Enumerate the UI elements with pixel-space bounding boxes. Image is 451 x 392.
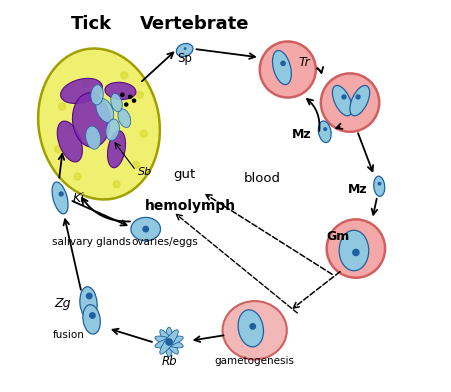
Circle shape	[121, 93, 124, 96]
Circle shape	[143, 226, 148, 232]
Ellipse shape	[80, 287, 97, 319]
Circle shape	[324, 128, 327, 131]
Ellipse shape	[52, 182, 68, 214]
Ellipse shape	[83, 305, 100, 334]
Ellipse shape	[57, 121, 83, 162]
Ellipse shape	[176, 44, 193, 56]
Circle shape	[356, 95, 360, 99]
Text: Sb: Sb	[138, 167, 152, 176]
Text: fusion: fusion	[53, 330, 85, 340]
Circle shape	[378, 183, 381, 185]
Ellipse shape	[165, 327, 173, 357]
Ellipse shape	[155, 336, 183, 348]
Circle shape	[133, 162, 139, 169]
Ellipse shape	[327, 220, 385, 278]
Ellipse shape	[106, 119, 120, 141]
Text: Zg: Zg	[55, 297, 71, 310]
Ellipse shape	[272, 51, 291, 85]
Circle shape	[124, 103, 128, 106]
Circle shape	[281, 61, 285, 65]
Ellipse shape	[118, 109, 131, 127]
Ellipse shape	[91, 85, 103, 105]
Text: Rb: Rb	[161, 354, 177, 368]
Text: Tr: Tr	[298, 56, 310, 69]
Text: salivary glands: salivary glands	[52, 237, 131, 247]
Ellipse shape	[107, 131, 125, 168]
Ellipse shape	[131, 218, 161, 241]
Circle shape	[59, 103, 65, 110]
Circle shape	[140, 130, 147, 137]
Ellipse shape	[160, 330, 178, 354]
Ellipse shape	[350, 85, 370, 116]
Circle shape	[87, 293, 92, 299]
Ellipse shape	[160, 330, 178, 354]
Circle shape	[66, 122, 74, 129]
Ellipse shape	[38, 49, 160, 200]
Circle shape	[133, 99, 136, 102]
Ellipse shape	[105, 82, 136, 100]
Circle shape	[121, 72, 128, 79]
Ellipse shape	[96, 98, 114, 122]
Circle shape	[342, 95, 346, 99]
Text: Vertebrate: Vertebrate	[140, 15, 249, 33]
Ellipse shape	[60, 78, 102, 103]
Circle shape	[74, 173, 81, 180]
Text: Tick: Tick	[71, 15, 112, 33]
Ellipse shape	[318, 121, 331, 143]
Circle shape	[113, 181, 120, 188]
Text: Gm: Gm	[327, 230, 350, 243]
Ellipse shape	[73, 93, 110, 147]
Circle shape	[90, 313, 95, 318]
Ellipse shape	[111, 93, 122, 112]
Circle shape	[184, 48, 186, 49]
Text: Mz: Mz	[348, 183, 368, 196]
Text: gut: gut	[174, 169, 196, 181]
Circle shape	[129, 95, 132, 98]
Ellipse shape	[332, 85, 352, 116]
Text: Mz: Mz	[292, 129, 311, 142]
Text: Ki: Ki	[73, 192, 84, 205]
Circle shape	[353, 249, 359, 256]
Circle shape	[55, 146, 62, 153]
Ellipse shape	[260, 42, 316, 98]
Ellipse shape	[155, 336, 183, 348]
Ellipse shape	[86, 126, 101, 149]
Circle shape	[250, 324, 255, 329]
Circle shape	[82, 80, 89, 87]
Circle shape	[166, 339, 172, 345]
Text: ovaries/eggs: ovaries/eggs	[132, 237, 198, 247]
Circle shape	[59, 192, 63, 196]
Text: gametogenesis: gametogenesis	[215, 356, 295, 366]
Text: Sp: Sp	[177, 52, 192, 65]
Ellipse shape	[238, 310, 263, 347]
Text: hemolymph: hemolymph	[145, 199, 236, 212]
Ellipse shape	[321, 73, 379, 132]
Circle shape	[136, 91, 143, 98]
Ellipse shape	[223, 301, 287, 359]
Ellipse shape	[339, 230, 369, 271]
Text: blood: blood	[244, 172, 281, 185]
Ellipse shape	[374, 176, 385, 196]
